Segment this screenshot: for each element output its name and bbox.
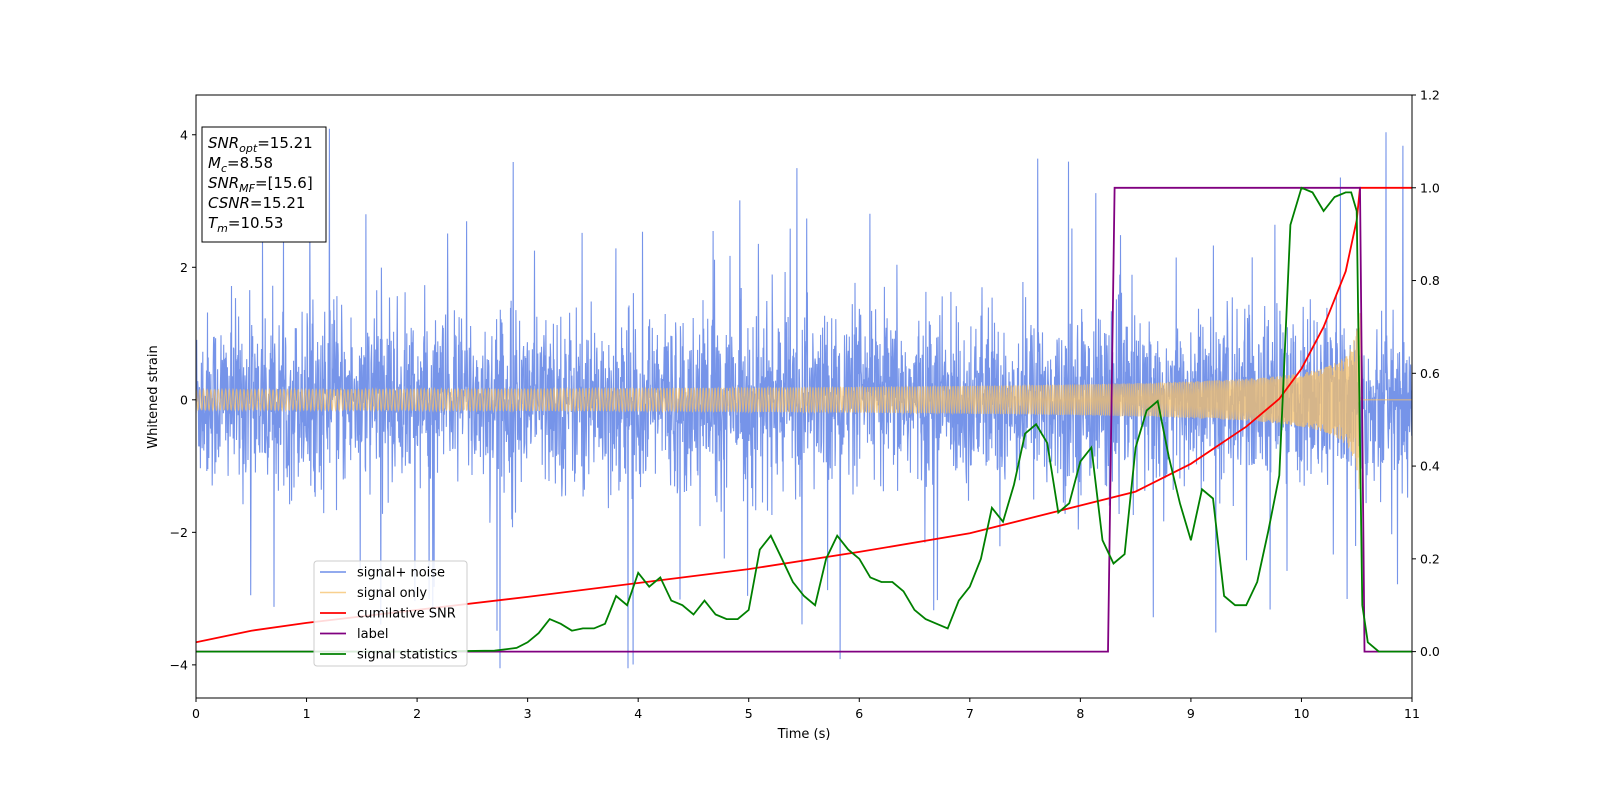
x-tick-label: 9 xyxy=(1187,706,1195,721)
series-signal-only xyxy=(196,313,1412,490)
x-tick-label: 3 xyxy=(524,706,532,721)
info-line: SNRopt=15.21 xyxy=(208,134,313,155)
x-tick-label: 8 xyxy=(1076,706,1084,721)
legend-label: signal only xyxy=(357,586,427,601)
y2-tick-label: 0.0 xyxy=(1420,644,1440,659)
x-tick-label: 7 xyxy=(966,706,974,721)
info-box-frame xyxy=(201,126,327,243)
x-tick-label: 10 xyxy=(1294,706,1310,721)
y2-tick-label: 0.6 xyxy=(1420,366,1440,381)
legend: signal+ noise signal only cumilative SNR la… xyxy=(313,560,468,667)
y2-tick-label: 0.4 xyxy=(1420,459,1440,474)
y-tick-label: 0 xyxy=(180,392,188,407)
axis-ticks: 0 1 2 3 4 5 6 7 8 9 10 11 −4 −2 0 2 4 0.0 0.2 0.4 0.6 0.8 1.0 1… xyxy=(170,88,1440,722)
legend-frame xyxy=(313,560,468,667)
x-tick-label: 6 xyxy=(855,706,863,721)
info-line: SNRMF=[15.6] xyxy=(208,174,313,195)
legend-label: signal statistics xyxy=(357,648,458,663)
y2-tick-label: 0.8 xyxy=(1420,273,1440,288)
y-tick-label: 2 xyxy=(180,260,188,275)
x-tick-label: 2 xyxy=(413,706,421,721)
y-tick-label: −2 xyxy=(170,525,188,540)
legend-label: label xyxy=(357,627,388,642)
x-tick-label: 0 xyxy=(192,706,200,721)
x-tick-label: 1 xyxy=(303,706,311,721)
x-tick-label: 11 xyxy=(1404,706,1420,721)
info-line: Tm=10.53 xyxy=(208,214,283,235)
y2-tick-label: 1.2 xyxy=(1420,88,1440,103)
series-label xyxy=(196,186,1412,653)
info-line: Mc=8.58 xyxy=(208,154,273,175)
series-signal-statistics xyxy=(196,186,1412,653)
x-axis-label: Time (s) xyxy=(777,727,831,742)
info-line: CSNR=15.21 xyxy=(208,194,305,212)
y2-tick-label: 0.2 xyxy=(1420,551,1440,566)
plot-frame xyxy=(195,94,1413,699)
y-tick-label: −4 xyxy=(170,657,188,672)
legend-label: signal+ noise xyxy=(357,566,445,581)
x-tick-label: 5 xyxy=(745,706,753,721)
y-axis-label: Whitened strain xyxy=(146,345,161,448)
y-tick-label: 4 xyxy=(180,127,188,142)
y2-tick-label: 1.0 xyxy=(1420,180,1440,195)
info-box: SNRopt=15.21Mc=8.58SNRMF=[15.6]CSNR=15.2… xyxy=(201,126,327,243)
legend-label: cumilative SNR xyxy=(357,607,456,622)
x-tick-label: 4 xyxy=(634,706,642,721)
